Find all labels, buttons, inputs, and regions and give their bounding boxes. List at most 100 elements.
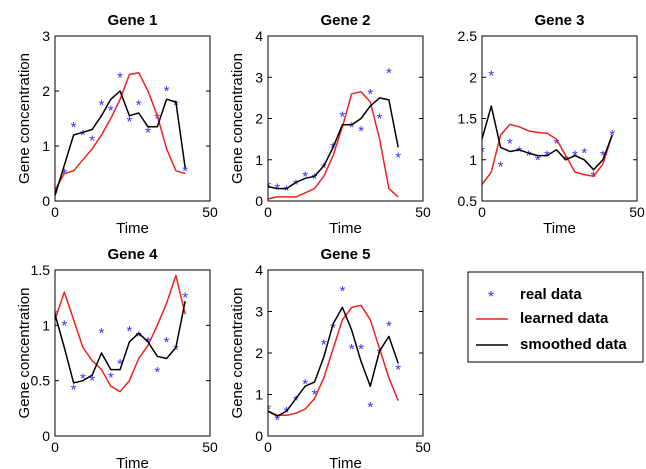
data-point-real: * — [498, 158, 504, 175]
legend-entry-learned: learned data — [476, 310, 609, 327]
data-point-real: * — [358, 123, 364, 140]
legend-star-marker: * — [488, 289, 494, 306]
y-tick-label: 1 — [255, 387, 263, 403]
y-tick-label: 1 — [255, 152, 263, 168]
series-line-smoothed — [268, 306, 399, 417]
data-point-real: * — [386, 65, 392, 82]
y-tick-label: 0.5 — [31, 373, 51, 389]
data-point-real: * — [367, 86, 373, 103]
data-point-real: * — [182, 163, 188, 180]
y-axis-label: Gene concentration — [229, 288, 246, 419]
y-tick-label: 2 — [469, 69, 477, 85]
data-point-real: * — [284, 404, 290, 421]
data-point-real: * — [526, 148, 532, 165]
x-axis-label: Time — [329, 220, 362, 237]
data-point-real: * — [581, 145, 587, 162]
axes-box — [481, 35, 638, 202]
y-tick-label: 4 — [255, 262, 263, 278]
data-point-real: * — [321, 337, 327, 354]
data-point-real: * — [377, 111, 383, 128]
y-tick-label: 2 — [255, 345, 263, 361]
data-point-real: * — [339, 108, 345, 125]
data-point-real: * — [535, 152, 541, 169]
series-line-learned — [268, 90, 399, 200]
series-line-learned — [55, 274, 186, 393]
subplot-3: Gene 3 **** * * * *** * ****0.5 1 1.5 2 2.5 0 50 Time — [458, 12, 645, 237]
y-tick-label: 0 — [42, 428, 50, 444]
plot-area: *************** — [268, 65, 401, 200]
data-point-real: * — [284, 183, 290, 200]
data-point-real: * — [312, 387, 318, 404]
y-tick-label: 0 — [255, 428, 263, 444]
data-point-real: * — [126, 113, 132, 130]
x-tick-label: 0 — [264, 439, 272, 455]
plot-area: *************** — [55, 69, 188, 201]
series-line-smoothed — [55, 90, 186, 196]
data-point-real: * — [80, 370, 86, 387]
series-line-smoothed — [268, 97, 399, 190]
data-point-real: * — [395, 362, 401, 379]
x-tick-label: 50 — [202, 204, 218, 220]
y-tick-label: 1 — [42, 317, 50, 333]
plot-area: *************** — [265, 283, 401, 429]
data-point-real: * — [349, 341, 355, 358]
series-line-learned — [55, 72, 186, 191]
data-point-real: * — [386, 318, 392, 335]
x-tick-label: 50 — [629, 204, 645, 220]
data-point-real: * — [145, 124, 151, 141]
axes-box — [54, 35, 211, 202]
x-tick-label: 0 — [51, 439, 59, 455]
legend-entry-real: * real data — [488, 286, 582, 306]
subplot-4: Gene 4 **** ***** * *** ** 0 0.5 1 1.5 0 50 Time Gene… — [16, 246, 218, 469]
y-tick-label: 4 — [255, 28, 263, 44]
data-point-real: * — [89, 373, 95, 390]
data-point-real: * — [349, 119, 355, 136]
y-tick-label: 1 — [469, 152, 477, 168]
y-tick-label: 1.5 — [31, 262, 51, 278]
series-line-smoothed — [55, 300, 186, 384]
subplot-title: Gene 1 — [107, 12, 157, 29]
y-axis-label: Gene concentration — [16, 53, 33, 184]
data-point-real: * — [553, 135, 559, 152]
x-axis-label: Time — [116, 455, 149, 469]
x-axis-label: Time — [543, 220, 576, 237]
data-point-real: * — [89, 133, 95, 150]
data-point-real: * — [80, 127, 86, 144]
data-point-real: * — [293, 177, 299, 194]
axes-box — [54, 269, 211, 437]
data-point-real: * — [302, 376, 308, 393]
data-point-real: * — [154, 111, 160, 128]
data-point-real: * — [117, 356, 123, 373]
data-point-real: * — [164, 83, 170, 100]
legend-box — [467, 271, 644, 363]
data-point-real: * — [516, 144, 522, 161]
data-point-real: * — [99, 97, 105, 114]
y-tick-label: 1.5 — [458, 111, 478, 127]
data-point-real: * — [108, 102, 114, 119]
data-point-real: * — [312, 170, 318, 187]
data-point-real: * — [182, 290, 188, 307]
data-point-real: * — [126, 323, 132, 340]
series-line-learned — [268, 304, 399, 417]
x-tick-label: 50 — [415, 204, 431, 220]
legend-label: smoothed data — [520, 336, 627, 353]
subplot-title: Gene 5 — [320, 246, 370, 263]
legend: * real data learned data smoothed data — [467, 271, 644, 363]
x-tick-label: 0 — [51, 204, 59, 220]
data-point-real: * — [71, 119, 77, 136]
plot-area: *************** — [55, 274, 188, 399]
y-tick-label: 0.5 — [458, 193, 478, 209]
series-line-learned — [482, 123, 613, 185]
data-point-real: * — [71, 382, 77, 399]
y-tick-label: 1 — [42, 138, 50, 154]
y-axis-label: Gene concentration — [16, 288, 33, 419]
y-tick-label: 0 — [255, 193, 263, 209]
x-tick-label: 50 — [202, 439, 218, 455]
x-axis-label: Time — [116, 220, 149, 237]
data-point-real: * — [265, 401, 271, 418]
data-point-real: * — [108, 369, 114, 386]
y-tick-label: 3 — [255, 69, 263, 85]
